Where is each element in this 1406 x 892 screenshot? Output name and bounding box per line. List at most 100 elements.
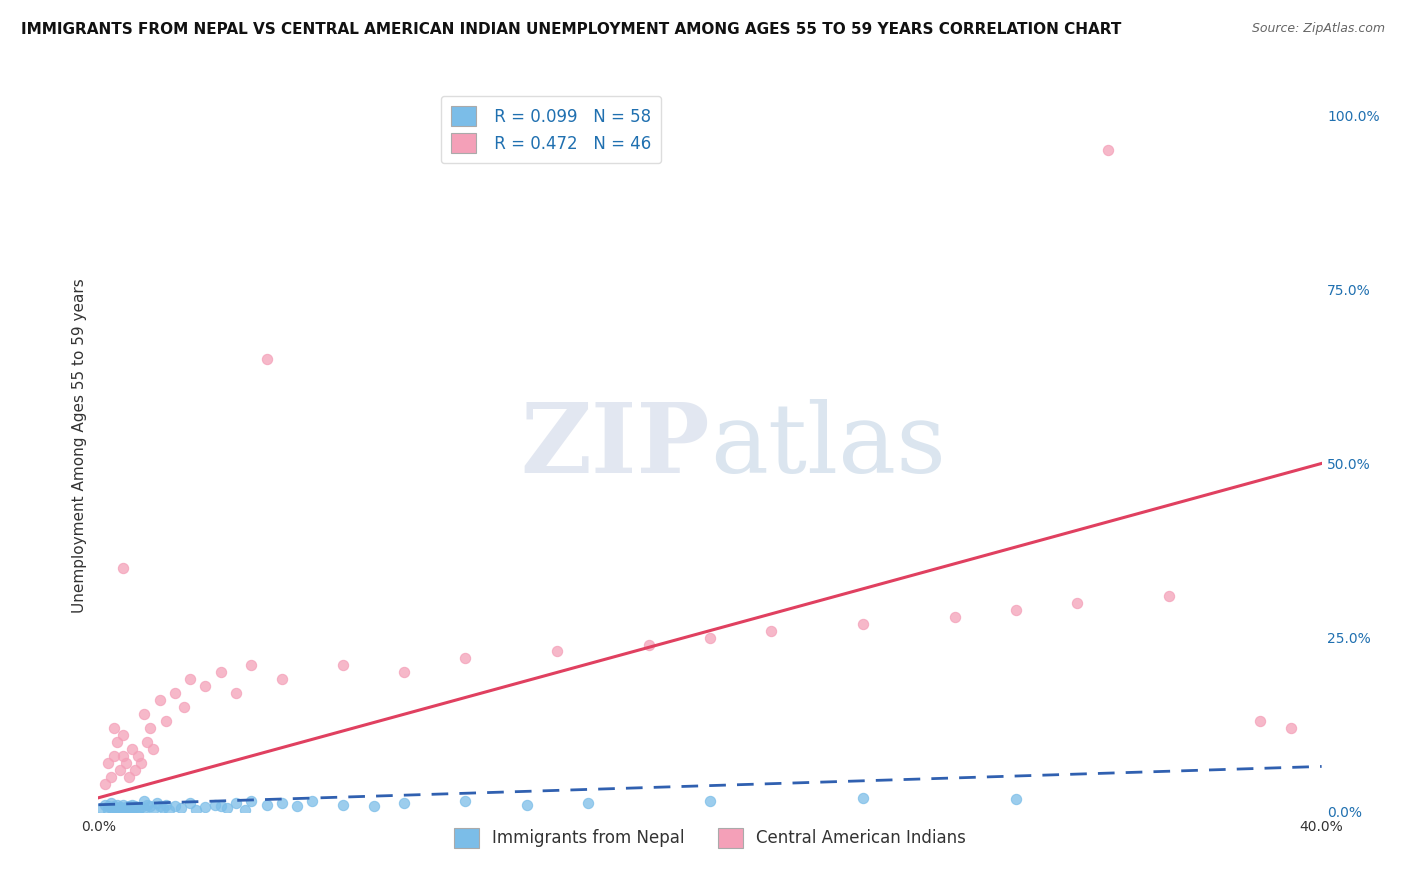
Point (124, 799, 146, 814)
Text: ZIP: ZIP (520, 399, 710, 493)
Point (103, 803, 125, 817)
Point (129, 756, 152, 770)
Point (115, 756, 138, 770)
Point (256, 351, 278, 366)
Point (204, 797, 226, 812)
Point (108, 800, 131, 814)
Point (111, 801, 134, 815)
Point (215, 801, 238, 815)
Point (97, 799, 120, 814)
Point (852, 616, 875, 631)
Point (136, 735, 159, 749)
Point (100, 801, 122, 815)
Point (1004, 603, 1026, 617)
Point (363, 799, 385, 814)
Point (576, 797, 599, 811)
Point (111, 797, 134, 812)
Point (142, 803, 165, 817)
Point (111, 561, 134, 575)
Point (152, 801, 174, 815)
Point (1097, 143, 1119, 157)
Point (209, 799, 232, 814)
Point (852, 790, 875, 805)
Point (301, 794, 323, 808)
Text: Source: ZipAtlas.com: Source: ZipAtlas.com (1251, 22, 1385, 36)
Point (118, 770, 141, 784)
Point (454, 794, 477, 808)
Point (179, 797, 201, 811)
Point (108, 763, 131, 777)
Point (163, 799, 186, 814)
Point (93, 777, 115, 791)
Point (124, 801, 146, 815)
Point (179, 673, 201, 687)
Point (115, 800, 138, 814)
Point (121, 742, 143, 756)
Point (100, 797, 122, 811)
Point (93, 797, 115, 812)
Point (118, 801, 141, 815)
Point (1004, 792, 1026, 806)
Point (103, 749, 125, 764)
Point (1249, 714, 1271, 728)
Point (454, 651, 477, 665)
Point (186, 803, 208, 817)
Point (97, 803, 120, 817)
Point (155, 797, 177, 812)
Point (118, 799, 141, 814)
Point (149, 693, 172, 707)
Point (157, 803, 180, 817)
Point (516, 797, 538, 812)
Point (163, 686, 186, 700)
Point (111, 749, 134, 764)
Point (1157, 589, 1180, 603)
Point (155, 714, 177, 728)
Point (332, 658, 354, 673)
Point (225, 686, 247, 700)
Text: atlas: atlas (710, 399, 946, 493)
Point (124, 763, 146, 777)
Point (134, 801, 156, 815)
Legend: Immigrants from Nepal, Central American Indians: Immigrants from Nepal, Central American … (447, 821, 973, 855)
Point (240, 658, 263, 673)
Point (149, 799, 172, 814)
Point (90, 801, 112, 815)
Point (105, 797, 128, 812)
Point (121, 803, 143, 817)
Point (256, 797, 278, 812)
Point (943, 609, 966, 624)
Point (121, 797, 143, 812)
Point (142, 742, 165, 756)
Point (209, 665, 232, 680)
Point (637, 638, 661, 652)
Point (105, 801, 128, 815)
Point (546, 644, 568, 658)
Point (103, 721, 125, 735)
Point (270, 797, 292, 811)
Point (240, 794, 263, 808)
Point (170, 801, 193, 815)
Point (392, 665, 416, 680)
Point (115, 803, 138, 817)
Point (127, 749, 149, 764)
Point (127, 803, 149, 817)
Point (145, 797, 167, 811)
Point (103, 799, 125, 814)
Point (134, 707, 156, 722)
Point (1066, 596, 1088, 610)
Point (139, 721, 162, 735)
Point (392, 797, 416, 811)
Point (173, 700, 195, 714)
Point (129, 800, 152, 814)
Point (270, 673, 292, 687)
Point (332, 797, 354, 812)
Point (136, 797, 159, 812)
Point (97, 756, 120, 770)
Point (699, 631, 721, 645)
Point (194, 800, 217, 814)
Point (1279, 721, 1302, 735)
Point (759, 624, 782, 638)
Point (100, 770, 122, 784)
Point (699, 794, 721, 808)
Point (105, 735, 128, 749)
